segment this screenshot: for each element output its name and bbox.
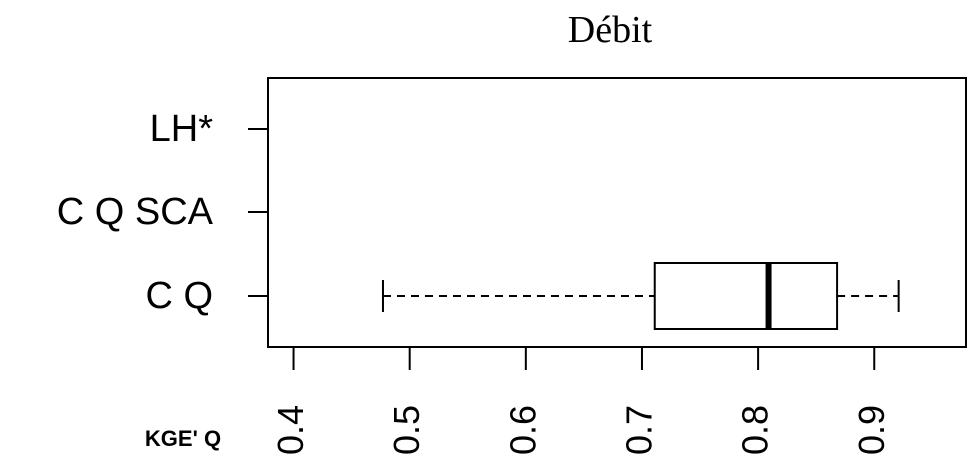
x-tick-label: 0.8 — [735, 405, 776, 455]
x-axis-label: KGE' Q — [145, 426, 221, 451]
x-tick-label: 0.6 — [502, 405, 543, 455]
x-tick-label: 0.5 — [386, 405, 427, 455]
y-tick-label: C Q SCA — [57, 191, 214, 233]
x-tick-label: 0.4 — [270, 405, 311, 455]
x-tick-label: 0.9 — [851, 405, 892, 455]
chart-title: Débit — [568, 9, 653, 51]
plot-frame — [267, 77, 967, 348]
y-tick-label: LH* — [150, 108, 214, 150]
y-tick-label: C Q — [145, 275, 213, 317]
box — [653, 262, 839, 330]
x-tick-label: 0.7 — [618, 405, 659, 455]
